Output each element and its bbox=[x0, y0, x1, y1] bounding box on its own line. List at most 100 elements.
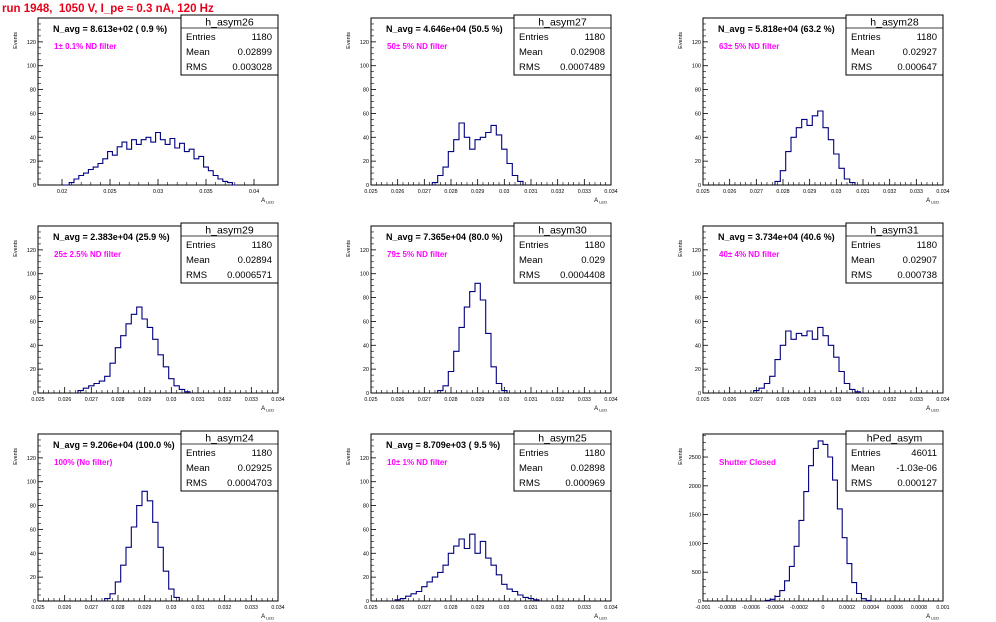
stat-value-rms: 0.000127 bbox=[897, 478, 937, 489]
stat-value-mean: 0.02907 bbox=[903, 255, 937, 266]
histogram-bin bbox=[765, 600, 770, 601]
histogram-name: h_asym27 bbox=[538, 17, 587, 29]
histogram-bin bbox=[454, 546, 459, 601]
x-tick-label: 0.029 bbox=[471, 397, 484, 403]
histogram-bin bbox=[496, 135, 501, 185]
y-tick-label: 100 bbox=[360, 272, 369, 278]
stat-value-entries: 1180 bbox=[585, 32, 605, 43]
histogram-bin bbox=[807, 331, 812, 393]
histogram-series bbox=[64, 131, 238, 186]
y-tick-label: 40 bbox=[30, 135, 36, 141]
stat-value-mean: 0.02898 bbox=[571, 463, 605, 474]
stat-label-mean: Mean bbox=[186, 463, 210, 474]
histogram-bin bbox=[110, 363, 115, 393]
histogram-panel-h_asym30: 0 20 40 60 80 100 120 0.025 0.026 0.027 0.028 0.029… bbox=[346, 222, 618, 413]
y-tick-label: 60 bbox=[363, 319, 369, 325]
x-tick-label: 0.029 bbox=[138, 397, 151, 403]
x-tick-label: -0.0008 bbox=[718, 605, 736, 611]
histogram-bin bbox=[185, 392, 190, 393]
histogram-bin bbox=[464, 307, 469, 393]
stat-value-rms: 0.0007489 bbox=[560, 62, 605, 73]
histogram-name: h_asym25 bbox=[538, 433, 587, 445]
histogram-bin bbox=[523, 597, 528, 601]
histogram-bin bbox=[770, 376, 775, 393]
x-tick-label: 0.032 bbox=[551, 605, 564, 611]
stats-box bbox=[845, 430, 944, 492]
histogram-bin bbox=[786, 331, 791, 393]
n-avg-header: N_avg = 4.646e+04 (50.5 %) bbox=[386, 24, 503, 34]
y-tick-label: 120 bbox=[27, 248, 36, 254]
histogram-bin bbox=[146, 137, 151, 185]
x-tick-label: 0.025 bbox=[31, 397, 44, 403]
x-tick-label: 0.031 bbox=[191, 397, 204, 403]
histogram-bin bbox=[818, 327, 823, 393]
histogram-bin bbox=[199, 156, 204, 185]
y-tick-label: 2500 bbox=[689, 455, 701, 461]
histogram-bin bbox=[842, 538, 847, 601]
histogram-bin bbox=[427, 582, 432, 601]
x-tick-label: 0.028 bbox=[776, 397, 789, 403]
histogram-bin bbox=[850, 389, 855, 393]
n-avg-header: N_avg = 7.365e+04 (80.0 %) bbox=[386, 232, 503, 242]
histogram-bin bbox=[764, 383, 769, 393]
histogram-name: h_asym30 bbox=[538, 225, 587, 237]
n-avg-header: N_avg = 2.383e+04 (25.9 %) bbox=[53, 232, 170, 242]
x-tick-label: 0.001 bbox=[936, 605, 949, 611]
x-tick-label: 0.026 bbox=[723, 189, 736, 195]
x-tick-label: 0.029 bbox=[803, 397, 816, 403]
histogram-bin bbox=[823, 336, 828, 393]
y-tick-label: 20 bbox=[30, 575, 36, 581]
x-tick-label: 0.029 bbox=[138, 605, 151, 611]
y-tick-label: 40 bbox=[363, 135, 369, 141]
x-tick-label: 0.033 bbox=[578, 189, 591, 195]
x-axis-title: A LED bbox=[594, 406, 607, 413]
x-tick-label: 0.035 bbox=[199, 189, 212, 195]
y-axis-title: Events bbox=[13, 240, 19, 257]
y-tick-label: 60 bbox=[695, 319, 701, 325]
stat-label-mean: Mean bbox=[851, 255, 875, 266]
histogram-bin bbox=[158, 355, 163, 393]
stat-label-entries: Entries bbox=[186, 240, 216, 251]
stat-value-rms: 0.0004703 bbox=[227, 478, 272, 489]
x-tick-label: 0.026 bbox=[391, 397, 404, 403]
histogram-bin bbox=[486, 333, 491, 393]
y-axis-title: Events bbox=[678, 32, 684, 49]
x-tick-label: 0.027 bbox=[418, 189, 431, 195]
y-tick-label: 80 bbox=[363, 88, 369, 94]
stat-value-entries: 1180 bbox=[917, 32, 937, 43]
histogram-name: hPed_asym bbox=[867, 433, 923, 445]
x-tick-label: 0.034 bbox=[936, 189, 949, 195]
stat-value-mean: 0.02927 bbox=[903, 47, 937, 58]
x-tick-label: 0.033 bbox=[245, 397, 258, 403]
stat-value-entries: 46011 bbox=[911, 448, 937, 459]
x-tick-label: 0.034 bbox=[604, 605, 617, 611]
histogram-bin bbox=[115, 582, 120, 601]
histogram-bin bbox=[796, 128, 801, 185]
histogram-bin bbox=[807, 125, 812, 185]
stats-box bbox=[845, 222, 944, 284]
x-tick-label: 0.029 bbox=[803, 189, 816, 195]
x-tick-label: 0.025 bbox=[364, 605, 377, 611]
histogram-bin bbox=[799, 520, 804, 601]
stat-label-mean: Mean bbox=[519, 463, 543, 474]
histogram-bin bbox=[105, 599, 110, 601]
stat-value-mean: 0.029 bbox=[581, 255, 605, 266]
x-tick-label: 0.03 bbox=[166, 605, 176, 611]
histogram-bin bbox=[839, 168, 844, 185]
histogram-bin bbox=[448, 372, 453, 393]
histogram-series bbox=[77, 306, 191, 393]
x-tick-label: 0.025 bbox=[696, 397, 709, 403]
histogram-bin bbox=[496, 575, 501, 601]
stat-value-mean: 0.02899 bbox=[238, 47, 272, 58]
histogram-bin bbox=[796, 333, 801, 393]
x-tick-label: 0.027 bbox=[418, 605, 431, 611]
histogram-bin bbox=[464, 549, 469, 601]
x-tick-label: 0.03 bbox=[831, 189, 841, 195]
y-tick-label: 40 bbox=[30, 343, 36, 349]
histogram-bin bbox=[160, 140, 165, 185]
histogram-bin bbox=[98, 164, 103, 185]
histogram-bin bbox=[228, 183, 233, 185]
x-axis-title: A LED bbox=[926, 614, 939, 621]
histogram-bin bbox=[491, 565, 496, 601]
x-tick-label: 0.0006 bbox=[887, 605, 903, 611]
